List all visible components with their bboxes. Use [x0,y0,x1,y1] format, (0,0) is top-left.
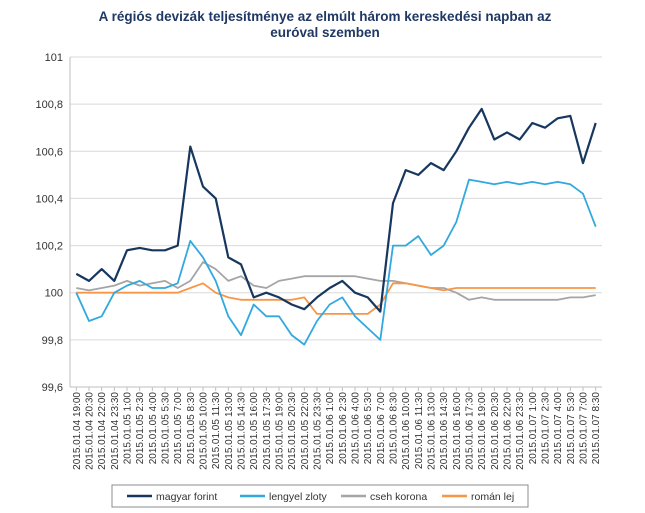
x-tick-label: 2015.01.05 10:00 [199,392,210,470]
y-tick-label: 100,8 [35,99,63,111]
x-tick-label: 2015.01.05 23:30 [313,392,324,470]
y-axis: 99,6 99,8 100 100,2 100,4 100,6 100,8 101 [35,52,71,394]
y-tick-label: 100,2 [35,241,63,253]
x-tick-label: 2015.01.04 22:00 [97,392,108,470]
x-tick-label: 2015.01.06 23:30 [515,392,526,470]
chart-title-line-1: A régiós devizák teljesítménye az elmúlt… [99,9,552,24]
x-tick-label: 2015.01.06 8:30 [389,392,400,465]
y-tick-label: 99,6 [42,382,63,394]
x-tick-label: 2015.01.07 7:00 [579,392,590,465]
x-tick-label: 2015.01.06 2:30 [338,392,349,465]
x-tick-label: 2015.01.06 13:00 [427,392,438,470]
x-tick-label: 2015.01.05 7:00 [173,392,184,465]
x-tick-label: 2015.01.06 5:30 [363,392,374,465]
grid-lines [70,56,602,388]
x-tick-label: 2015.01.07 2:30 [541,392,552,465]
x-tick-label: 2015.01.05 13:00 [224,392,235,470]
y-tick-label: 99,8 [42,335,63,347]
x-tick-label: 2015.01.04 23:30 [110,392,121,470]
legend: magyar forint lengyel zloty cseh korona rom… [111,484,529,508]
x-tick-label: 2015.01.06 4:00 [351,392,362,465]
x-tick-label: 2015.01.06 17:30 [465,392,476,470]
legend-label: cseh korona [370,491,427,503]
chart-title-line-2: euróval szemben [270,25,380,40]
x-tick-label: 2015.01.04 19:00 [72,392,83,470]
x-axis: 2015.01.04 19:00 2015.01.04 20:30 2015.01.… [70,386,602,470]
series-line-1 [75,107,597,313]
x-tick-label: 2015.01.05 22:00 [300,392,311,470]
x-tick-label: 2015.01.06 19:00 [477,392,488,470]
y-tick-label: 100 [45,288,63,300]
x-tick-label: 2015.01.06 20:30 [490,392,501,470]
x-tick-label: 2015.01.05 17:30 [262,392,273,470]
x-tick-label: 2015.01.06 14:30 [439,392,450,470]
series-line-2 [75,178,597,346]
legend-label: román lej [471,491,514,503]
legend-box [111,484,529,508]
x-tick-label: 2015.01.05 14:30 [237,392,248,470]
series-line-3 [76,261,596,301]
x-tick-label: 2015.01.05 4:00 [148,392,159,465]
y-tick-label: 101 [45,52,63,64]
x-tick-label: 2015.01.05 11:30 [211,392,222,470]
legend-label: magyar forint [156,491,217,503]
x-tick-label: 2015.01.06 10:00 [401,392,412,470]
y-tick-label: 100,6 [35,146,63,158]
x-tick-label: 2015.01.06 7:00 [376,392,387,465]
x-tick-label: 2015.01.05 5:30 [161,392,172,465]
x-tick-label: 2015.01.06 22:00 [503,392,514,470]
x-tick-label: 2015.01.06 1:00 [325,392,336,465]
x-tick-label: 2015.01.04 20:30 [85,392,96,470]
x-tick-label: 2015.01.05 1:00 [123,392,134,465]
x-tick-label: 2015.01.07 1:00 [528,392,539,465]
x-tick-label: 2015.01.07 4:00 [553,392,564,465]
x-tick-label: 2015.01.05 2:30 [135,392,146,465]
y-tick-label: 100,4 [35,193,63,205]
legend-label: lengyel zloty [269,491,328,503]
x-tick-label: 2015.01.06 11:30 [414,392,425,470]
plot-area [75,107,597,346]
x-tick-label: 2015.01.06 16:00 [452,392,463,470]
x-tick-label: 2015.01.07 8:30 [591,392,602,465]
x-tick-label: 2015.01.05 20:30 [287,392,298,470]
x-tick-label: 2015.01.05 8:30 [186,392,197,465]
series-line-4 [76,282,596,315]
x-tick-label: 2015.01.07 5:30 [566,392,577,465]
x-tick-label: 2015.01.05 16:00 [249,392,260,470]
x-tick-label: 2015.01.05 19:00 [275,392,286,470]
